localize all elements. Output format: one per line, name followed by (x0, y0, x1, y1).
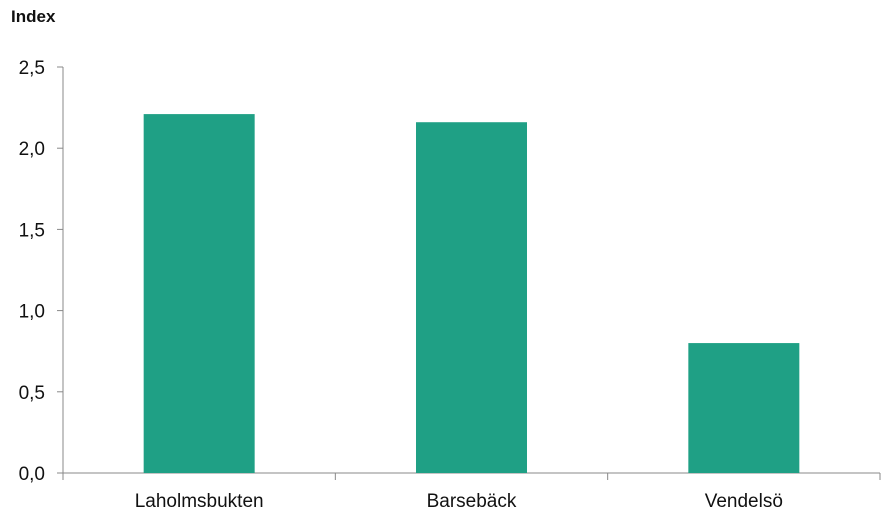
y-tick-label: 1,0 (19, 302, 45, 323)
x-tick-label: Barsebäck (427, 491, 517, 510)
y-tick-label: 2,0 (19, 139, 45, 160)
bar (416, 122, 527, 473)
y-axis-label: Index (11, 7, 56, 26)
y-tick-label: 1,5 (19, 220, 45, 241)
bar (688, 343, 800, 473)
y-tick-label: 2,5 (19, 58, 45, 79)
bar (143, 114, 255, 473)
y-tick-label: 0,0 (19, 464, 45, 485)
x-tick-label: Vendelsö (705, 491, 783, 510)
x-tick-label: Laholmsbukten (135, 491, 264, 510)
y-tick-label: 0,5 (19, 383, 45, 404)
